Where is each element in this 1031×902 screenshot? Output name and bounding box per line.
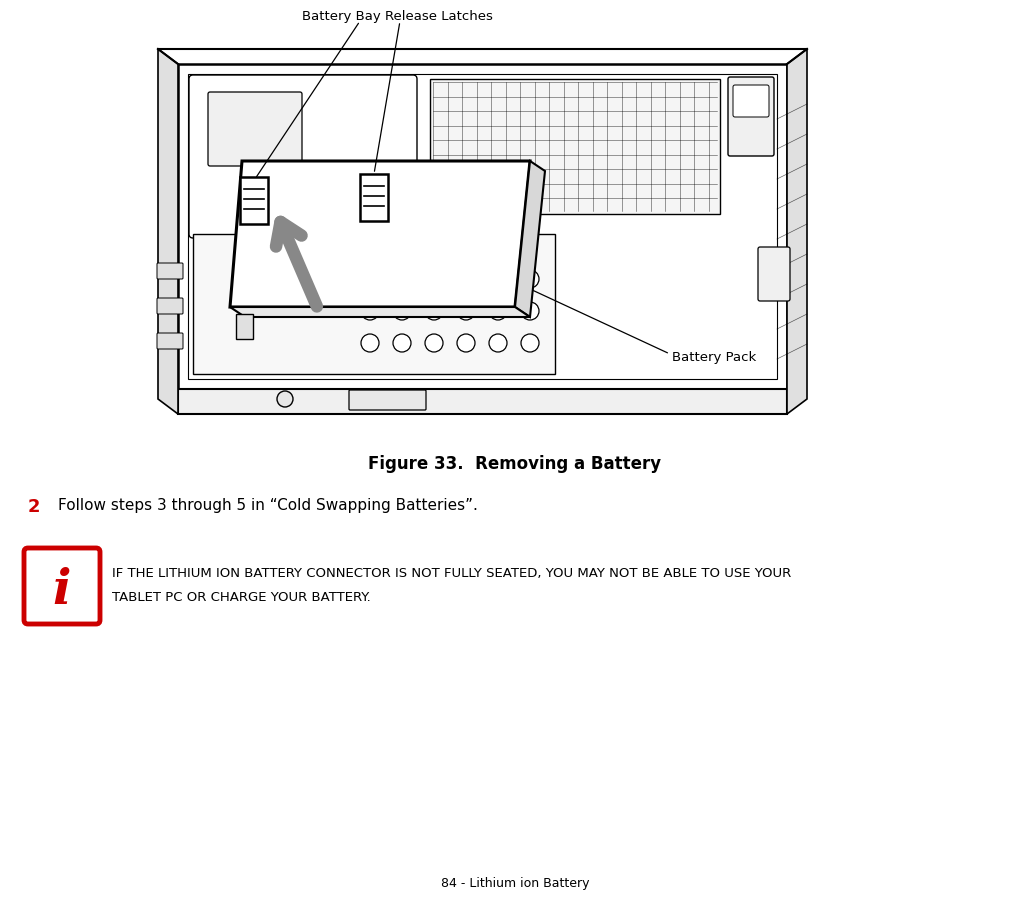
Circle shape [425,335,443,353]
FancyArrowPatch shape [276,223,317,307]
Text: Figure 33.  Removing a Battery: Figure 33. Removing a Battery [368,455,662,473]
Polygon shape [178,390,787,415]
Circle shape [521,271,539,289]
FancyBboxPatch shape [189,76,417,239]
Polygon shape [193,235,555,374]
Polygon shape [230,161,530,308]
Polygon shape [787,50,807,415]
FancyBboxPatch shape [157,263,182,280]
Polygon shape [240,178,268,225]
Circle shape [277,391,293,408]
Circle shape [425,271,443,289]
Text: TABLET PC OR CHARGE YOUR BATTERY.: TABLET PC OR CHARGE YOUR BATTERY. [112,590,371,603]
Circle shape [361,271,379,289]
Circle shape [521,335,539,353]
Circle shape [393,335,411,353]
Text: Follow steps 3 through 5 in “Cold Swapping Batteries”.: Follow steps 3 through 5 in “Cold Swappi… [58,497,478,512]
Polygon shape [236,315,253,340]
Circle shape [489,335,507,353]
Circle shape [489,303,507,320]
Polygon shape [158,50,178,415]
Polygon shape [360,175,388,222]
Text: i: i [53,566,71,614]
Text: 84 - Lithium ion Battery: 84 - Lithium ion Battery [440,876,590,889]
Text: Battery Bay Release Latches: Battery Bay Release Latches [301,10,493,23]
FancyBboxPatch shape [208,93,302,167]
Polygon shape [178,65,787,390]
FancyBboxPatch shape [728,78,774,157]
Circle shape [489,271,507,289]
Polygon shape [516,161,545,318]
Circle shape [393,271,411,289]
Circle shape [521,303,539,320]
FancyBboxPatch shape [758,248,790,301]
Circle shape [393,303,411,320]
Circle shape [425,303,443,320]
Circle shape [361,303,379,320]
Text: Battery Pack: Battery Pack [672,351,757,364]
Circle shape [457,271,475,289]
Circle shape [361,335,379,353]
FancyBboxPatch shape [350,391,426,410]
FancyBboxPatch shape [24,548,100,624]
FancyBboxPatch shape [733,86,769,118]
Circle shape [457,303,475,320]
Polygon shape [430,80,720,215]
FancyBboxPatch shape [157,299,182,315]
Polygon shape [230,308,530,318]
Text: IF THE LITHIUM ION BATTERY CONNECTOR IS NOT FULLY SEATED, YOU MAY NOT BE ABLE TO: IF THE LITHIUM ION BATTERY CONNECTOR IS … [112,566,791,579]
Text: 2: 2 [28,497,40,515]
Circle shape [457,335,475,353]
FancyBboxPatch shape [157,334,182,350]
